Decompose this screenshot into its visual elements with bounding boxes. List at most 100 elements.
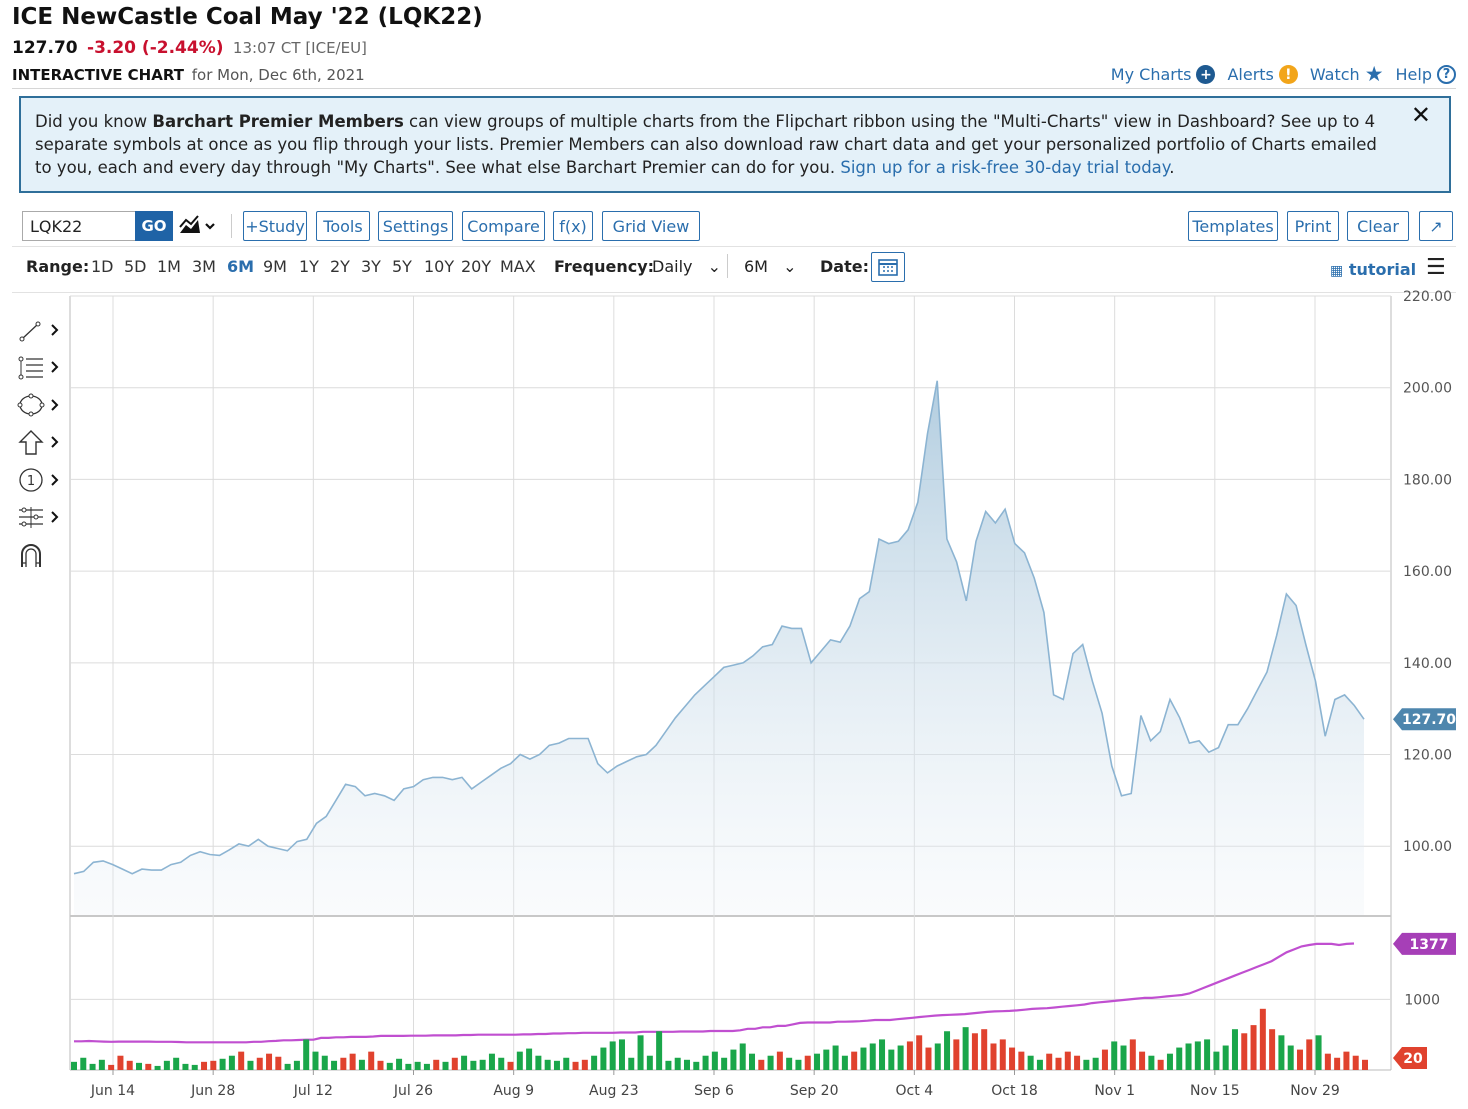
volume-bar [293, 1060, 300, 1070]
volume-bar [869, 1043, 876, 1070]
print-button[interactable]: Print [1287, 211, 1339, 241]
volume-bar [1111, 1041, 1118, 1070]
open-interest-line [74, 942, 1355, 1044]
volume-bar [1343, 1051, 1350, 1070]
volume-bar [693, 1061, 700, 1070]
date-picker-button[interactable] [871, 252, 905, 282]
price-line [73, 380, 1365, 875]
volume-bar [182, 1063, 189, 1070]
volume-bar [358, 1059, 365, 1070]
range-divider-line [12, 292, 1456, 293]
range-2y[interactable]: 2Y [330, 257, 350, 276]
volume-bar [117, 1055, 124, 1070]
chart-type-dropdown[interactable] [178, 213, 220, 239]
arrow-tool[interactable] [14, 427, 66, 457]
menu-icon[interactable]: ☰ [1426, 255, 1446, 280]
volume-bar [80, 1057, 87, 1070]
range-3y[interactable]: 3Y [361, 257, 381, 276]
range-3m[interactable]: 3M [192, 257, 216, 276]
measure-tool[interactable] [14, 502, 66, 532]
volume-bar [841, 1055, 848, 1070]
range-6m[interactable]: 6M [227, 257, 255, 276]
volume-bar [609, 1041, 616, 1070]
promo-signup-link[interactable]: Sign up for a risk-free 30-day trial tod… [840, 158, 1170, 177]
volume-bar [516, 1051, 523, 1070]
volume-bar [386, 1062, 393, 1070]
fx-button[interactable]: f(x) [553, 211, 593, 241]
volume-bar [553, 1060, 560, 1070]
chart-date: for Mon, Dec 6th, 2021 [191, 66, 365, 84]
period-select[interactable]: 6M ⌄ [744, 257, 796, 276]
settings-button[interactable]: Settings [378, 211, 453, 241]
interactive-chart-label: INTERACTIVE CHART [12, 66, 184, 84]
close-icon[interactable]: ✕ [1410, 101, 1431, 129]
date-tick-label: Sep 20 [790, 1083, 839, 1099]
range-1m[interactable]: 1M [157, 257, 181, 276]
volume-bar [804, 1055, 811, 1070]
chart-toolbar: GO +Study Tools Settings Compare f(x) Gr… [20, 211, 1456, 241]
range-9m[interactable]: 9M [263, 257, 287, 276]
annotation-tool[interactable]: 1 [14, 465, 66, 495]
promo-text-1: Did you know [35, 112, 153, 131]
range-max[interactable]: MAX [500, 257, 536, 276]
tools-button[interactable]: Tools [316, 211, 370, 241]
magnet-tool[interactable] [14, 540, 66, 570]
top-links: My Charts + Alerts ! Watch ★ Help ? [1111, 64, 1456, 85]
alerts-link[interactable]: Alerts ! [1227, 64, 1298, 85]
volume-bar [953, 1039, 960, 1070]
volume-bar [628, 1057, 635, 1070]
measure-icon [19, 507, 59, 528]
range-5y[interactable]: 5Y [392, 257, 412, 276]
volume-bar [405, 1063, 412, 1070]
period-value: 6M [744, 257, 768, 276]
volume-bar [925, 1047, 932, 1070]
volume-bar [535, 1055, 542, 1070]
header-divider [12, 88, 1456, 89]
templates-button[interactable]: Templates [1188, 211, 1278, 241]
volume-bar [776, 1051, 783, 1070]
fib-tool[interactable] [14, 352, 66, 382]
range-1d[interactable]: 1D [91, 257, 114, 276]
study-button[interactable]: +Study [243, 211, 307, 241]
expand-button[interactable]: ↗ [1419, 211, 1453, 241]
range-1y[interactable]: 1Y [299, 257, 319, 276]
range-10y[interactable]: 10Y [424, 257, 455, 276]
volume-bar [934, 1043, 941, 1070]
volume-bar [396, 1058, 403, 1070]
grid-view-button[interactable]: Grid View [602, 211, 700, 241]
symbol-input[interactable] [22, 211, 136, 241]
volume-bar [173, 1057, 180, 1070]
tutorial-link[interactable]: ▦ tutorial [1330, 260, 1416, 279]
shape-tool[interactable] [14, 390, 66, 420]
volume-bar [999, 1039, 1006, 1070]
date-tick-label: Nov 1 [1094, 1083, 1135, 1099]
volume-bar [860, 1047, 867, 1070]
volume-bar [1222, 1045, 1229, 1070]
my-charts-link[interactable]: My Charts + [1111, 64, 1216, 85]
clear-button[interactable]: Clear [1347, 211, 1409, 241]
price-tick-label: 140.00 [1403, 656, 1452, 672]
volume-bar [154, 1065, 161, 1070]
volume-bar [832, 1045, 839, 1070]
volume-bar [1185, 1043, 1192, 1070]
volume-bar [1148, 1055, 1155, 1070]
range-20y[interactable]: 20Y [461, 257, 492, 276]
compare-button[interactable]: Compare [462, 211, 545, 241]
alert-icon: ! [1278, 65, 1298, 84]
watch-link[interactable]: Watch ★ [1310, 64, 1384, 85]
volume-bar [1166, 1053, 1173, 1070]
help-link[interactable]: Help ? [1396, 64, 1456, 85]
oi-badge-label: 1377 [1410, 937, 1449, 953]
date-tick-label: Jul 26 [393, 1083, 433, 1099]
go-button[interactable]: GO [135, 211, 173, 241]
frequency-select[interactable]: Daily ⌄ [652, 257, 721, 276]
volume-bar [145, 1063, 152, 1070]
help-label: Help [1395, 65, 1432, 84]
volume-bar [749, 1053, 756, 1070]
volume-bar [108, 1064, 115, 1070]
volume-bar [340, 1057, 347, 1070]
date-tick-label: Jul 12 [293, 1083, 333, 1099]
range-5d[interactable]: 5D [124, 257, 147, 276]
trendline-tool[interactable] [14, 315, 66, 345]
